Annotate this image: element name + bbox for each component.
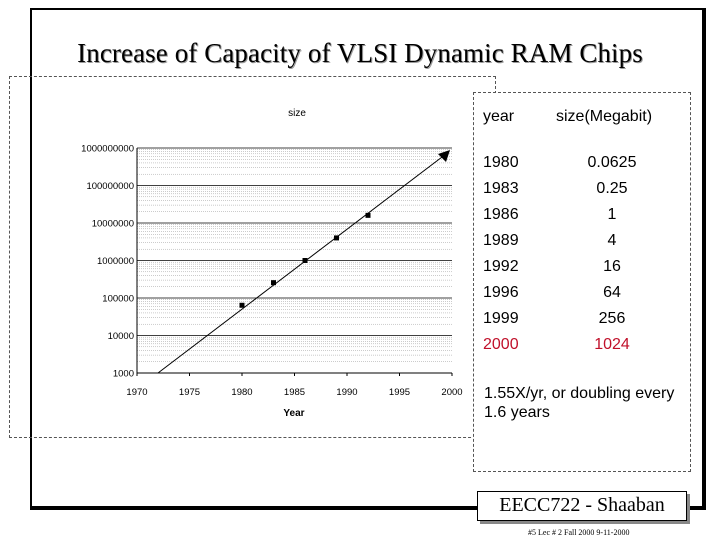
- table-panel: [473, 92, 691, 472]
- table-size-cell: 1024: [594, 336, 630, 353]
- table-size-cell: 256: [598, 310, 626, 327]
- table-size-cell: 16: [603, 258, 621, 275]
- chart-points: [239, 212, 371, 308]
- course-footer: EECC722 - Shaaban: [477, 491, 687, 521]
- data-point: [302, 258, 308, 263]
- slide-footnote: #5 Lec # 2 Fall 2000 9-11-2000: [528, 528, 630, 537]
- table-year-cell: 1999: [483, 310, 519, 327]
- chart-trend: [157, 150, 450, 374]
- slide-frame: [30, 8, 706, 510]
- y-tick-label: 100000: [102, 294, 134, 305]
- chart-tick-labels: 1000 10000 100000 1000000 10000000 100000000 1…: [81, 144, 462, 399]
- x-tick-label: 2000: [441, 387, 462, 398]
- table-year-cell: 1992: [483, 258, 519, 275]
- table-size-cell: 4: [607, 232, 617, 249]
- table-year-cell: 2000: [483, 336, 519, 353]
- x-tick-label: 1990: [336, 387, 357, 398]
- table-year-cell: 1980: [483, 154, 519, 171]
- y-tick-label: 1000000: [97, 256, 134, 267]
- table-year-cell: 1996: [483, 284, 519, 301]
- x-tick-label: 1975: [179, 387, 200, 398]
- data-point: [271, 280, 276, 286]
- y-tick-label: 10000000: [92, 219, 134, 230]
- x-tick-label: 1980: [231, 387, 252, 398]
- year-column-header: year: [483, 108, 515, 125]
- growth-note: 1.55X/yr, or doubling every 1.6 years: [484, 385, 675, 421]
- table-size-cell: 64: [603, 284, 621, 301]
- table-size-cell: 0.25: [596, 180, 628, 197]
- table-size-cell: 0.0625: [587, 154, 637, 171]
- course-footer-label: EECC722 - Shaaban: [499, 494, 665, 516]
- chart-axes: [136, 148, 453, 376]
- table-year-cell: 1986: [483, 206, 519, 223]
- table-year-cell: 1989: [483, 232, 519, 249]
- chart-title: size: [288, 108, 306, 119]
- x-tick-label: 1970: [126, 387, 147, 398]
- data-point: [365, 212, 371, 218]
- size-column-header: size(Megabit): [556, 108, 653, 125]
- data-point: [334, 235, 339, 241]
- y-tick-label: 100000000: [86, 181, 134, 192]
- chart-grid: [137, 147, 452, 374]
- y-tick-label: 1000000000: [81, 144, 134, 155]
- chart-x-axis-label: Year: [283, 408, 304, 419]
- table-size-cell: 1: [607, 206, 617, 223]
- trend-line: [157, 153, 447, 374]
- trend-arrowhead: [438, 150, 450, 162]
- y-tick-label: 10000: [108, 331, 134, 342]
- y-tick-label: 1000: [113, 369, 134, 380]
- data-point: [239, 302, 245, 308]
- slide-title: Increase of Capacity of VLSI Dynamic RAM…: [77, 38, 643, 68]
- x-tick-label: 1985: [284, 387, 305, 398]
- x-tick-label: 1995: [389, 387, 410, 398]
- table-year-cell: 1983: [483, 180, 519, 197]
